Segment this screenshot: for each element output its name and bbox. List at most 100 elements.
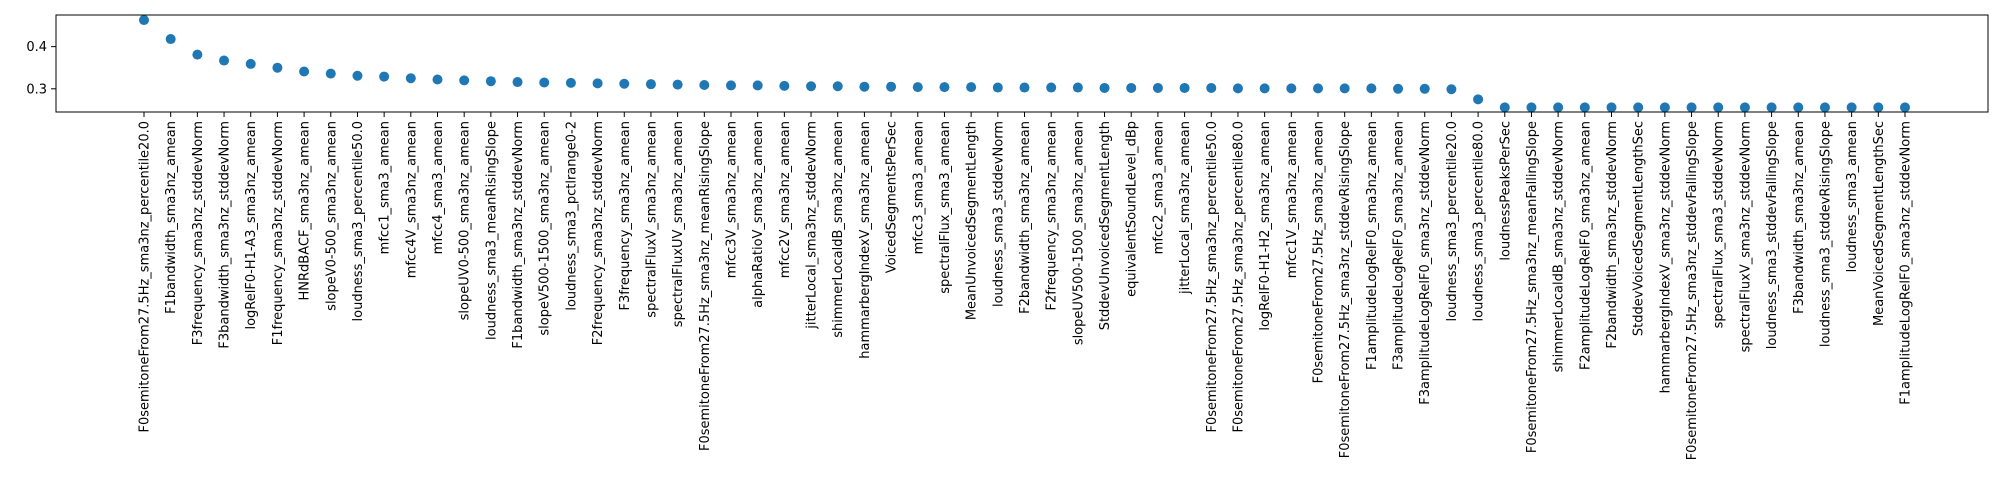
data-point bbox=[726, 80, 736, 91]
data-point bbox=[405, 73, 416, 84]
data-point bbox=[1179, 82, 1190, 93]
data-point bbox=[966, 82, 977, 93]
x-tick-label: mfcc2V_sma3nz_amean bbox=[778, 121, 793, 278]
data-point bbox=[192, 49, 203, 60]
x-tick-label: F2bandwidth_sma3nz_stddevNorm bbox=[1605, 121, 1620, 349]
data-point bbox=[352, 70, 363, 81]
data-point bbox=[1713, 102, 1724, 113]
x-tick-label: spectralFluxUV_sma3nz_amean bbox=[671, 121, 686, 327]
x-tick-label: MeanUnvoicedSegmentLength bbox=[965, 121, 980, 320]
x-tick-label: spectralFlux_sma3_stddevNorm bbox=[1712, 121, 1727, 328]
x-tick-label: loudness_sma3_amean bbox=[1845, 121, 1860, 272]
x-tick-label: jitterLocal_sma3nz_stddevNorm bbox=[805, 121, 820, 330]
data-point bbox=[379, 71, 390, 82]
data-point bbox=[1259, 83, 1270, 94]
data-point bbox=[325, 68, 336, 79]
data-point bbox=[1019, 82, 1030, 93]
x-tick-label: loudness_sma3_percentile50.0 bbox=[351, 121, 366, 321]
x-tick-label: slopeV500-1500_sma3nz_amean bbox=[538, 121, 553, 336]
data-point bbox=[1072, 82, 1083, 93]
y-tick-label: 0.3 bbox=[26, 82, 47, 97]
x-tick-label: F0semitoneFrom27.5Hz_sma3nz_percentile20… bbox=[138, 121, 153, 433]
data-point bbox=[459, 75, 470, 86]
data-point bbox=[1659, 102, 1670, 113]
x-tick-label: mfcc1_sma3_amean bbox=[378, 121, 393, 254]
data-point bbox=[1579, 102, 1590, 113]
x-tick-label: mfcc3_sma3_amean bbox=[911, 121, 926, 254]
x-tick-label: equivalentSoundLevel_dBp bbox=[1125, 121, 1140, 297]
x-tick-label: loudness_sma3_stddevNorm bbox=[991, 121, 1006, 307]
x-tick-label: F1bandwidth_sma3nz_amean bbox=[164, 121, 179, 314]
data-point bbox=[859, 81, 870, 92]
y-axis: 0.3 0.4 bbox=[26, 40, 56, 97]
x-tick-label: mfcc4_sma3_amean bbox=[431, 121, 446, 254]
x-tick-label: F3bandwidth_sma3nz_stddevNorm bbox=[218, 121, 233, 349]
x-tick-label: loudness_sma3_stddevFallingSlope bbox=[1765, 121, 1780, 349]
data-point bbox=[1339, 83, 1350, 94]
x-tick-label: loudness_sma3_meanRisingSlope bbox=[484, 121, 499, 340]
x-tick-label: hammarbergIndexV_sma3nz_amean bbox=[858, 121, 873, 359]
data-point bbox=[272, 62, 283, 73]
x-tick-label: F3amplitudeLogRelF0_sma3nz_stddevNorm bbox=[1418, 121, 1433, 405]
data-point bbox=[1206, 82, 1217, 93]
data-point bbox=[299, 66, 310, 77]
data-point bbox=[1046, 82, 1057, 93]
data-point bbox=[1286, 83, 1297, 94]
x-tick-label: mfcc2_sma3_amean bbox=[1151, 121, 1166, 254]
data-point bbox=[1099, 82, 1110, 93]
data-point bbox=[432, 74, 443, 85]
x-tick-label: F2amplitudeLogRelF0_sma3nz_amean bbox=[1578, 121, 1593, 370]
x-tick-label: HNRdBACF_sma3nz_amean bbox=[298, 121, 313, 301]
data-point bbox=[1499, 102, 1510, 113]
x-tick-label: mfcc1V_sma3nz_amean bbox=[1285, 121, 1300, 278]
data-point bbox=[219, 55, 230, 66]
data-point bbox=[806, 81, 817, 92]
x-tick-label: loudness_sma3_percentile20.0 bbox=[1445, 121, 1460, 321]
x-tick-label: spectralFlux_sma3_amean bbox=[938, 121, 953, 294]
data-point bbox=[645, 79, 656, 90]
data-point bbox=[1553, 102, 1564, 113]
x-tick-label: slopeUV500-1500_sma3nz_amean bbox=[1071, 121, 1086, 345]
x-tick-label: F2frequency_sma3nz_amean bbox=[1045, 121, 1060, 311]
data-point bbox=[165, 34, 176, 45]
x-tick-label: shimmerLocaldB_sma3nz_amean bbox=[831, 121, 846, 338]
data-point bbox=[1152, 82, 1163, 93]
x-tick-label: logRelF0-H1-A3_sma3nz_amean bbox=[244, 121, 259, 330]
data-point bbox=[1739, 102, 1750, 113]
x-tick-label: logRelF0-H1-H2_sma3nz_amean bbox=[1258, 121, 1273, 331]
x-tick-label: mfcc3V_sma3nz_amean bbox=[725, 121, 740, 278]
x-tick-label: F3frequency_sma3nz_stddevNorm bbox=[191, 121, 206, 345]
x-tick-label: hammarbergIndexV_sma3nz_stddevNorm bbox=[1658, 121, 1673, 393]
axes-frame bbox=[55, 14, 1989, 113]
x-tick-label: F0semitoneFrom27.5Hz_sma3nz_stddevFallin… bbox=[1685, 121, 1700, 460]
data-point bbox=[485, 76, 496, 87]
data-point bbox=[832, 81, 843, 92]
x-tick-label: F0semitoneFrom27.5Hz_sma3nz_amean bbox=[1312, 121, 1327, 383]
x-tick-label: VoicedSegmentsPerSec bbox=[885, 121, 900, 273]
x-tick-label: F2frequency_sma3nz_stddevNorm bbox=[591, 121, 606, 345]
data-point bbox=[139, 15, 149, 26]
data-point bbox=[672, 79, 683, 90]
x-tick-label: F0semitoneFrom27.5Hz_sma3nz_percentile80… bbox=[1231, 121, 1246, 433]
x-tick-label: F1amplitudeLogRelF0_sma3nz_stddevNorm bbox=[1899, 121, 1914, 405]
x-tick-label: F1frequency_sma3nz_stddevNorm bbox=[271, 121, 286, 345]
x-tick-label: loudness_sma3_percentile80.0 bbox=[1472, 121, 1487, 321]
x-tick-label: spectralFluxV_sma3nz_amean bbox=[644, 121, 659, 318]
data-point bbox=[1793, 102, 1804, 113]
data-point bbox=[1606, 102, 1617, 113]
data-point bbox=[886, 81, 897, 92]
data-point bbox=[912, 82, 923, 93]
data-point bbox=[539, 77, 550, 88]
x-tick-label: F0semitoneFrom27.5Hz_sma3nz_meanRisingSl… bbox=[698, 121, 713, 451]
x-tick-label: StddevVoicedSegmentLengthSec bbox=[1632, 121, 1647, 336]
x-tick-label: F0semitoneFrom27.5Hz_sma3nz_stddevRising… bbox=[1338, 121, 1353, 458]
y-tick-label: 0.4 bbox=[26, 40, 47, 55]
x-tick-label: loudnessPeaksPerSec bbox=[1498, 121, 1513, 261]
data-point bbox=[1313, 83, 1323, 94]
data-point bbox=[1393, 83, 1404, 94]
x-tick-label: spectralFluxV_sma3nz_stddevNorm bbox=[1738, 121, 1753, 352]
data-point bbox=[1633, 102, 1644, 113]
x-axis: F0semitoneFrom27.5Hz_sma3nz_percentile20… bbox=[138, 112, 1914, 460]
x-tick-label: alphaRatioV_sma3nz_amean bbox=[751, 121, 766, 308]
